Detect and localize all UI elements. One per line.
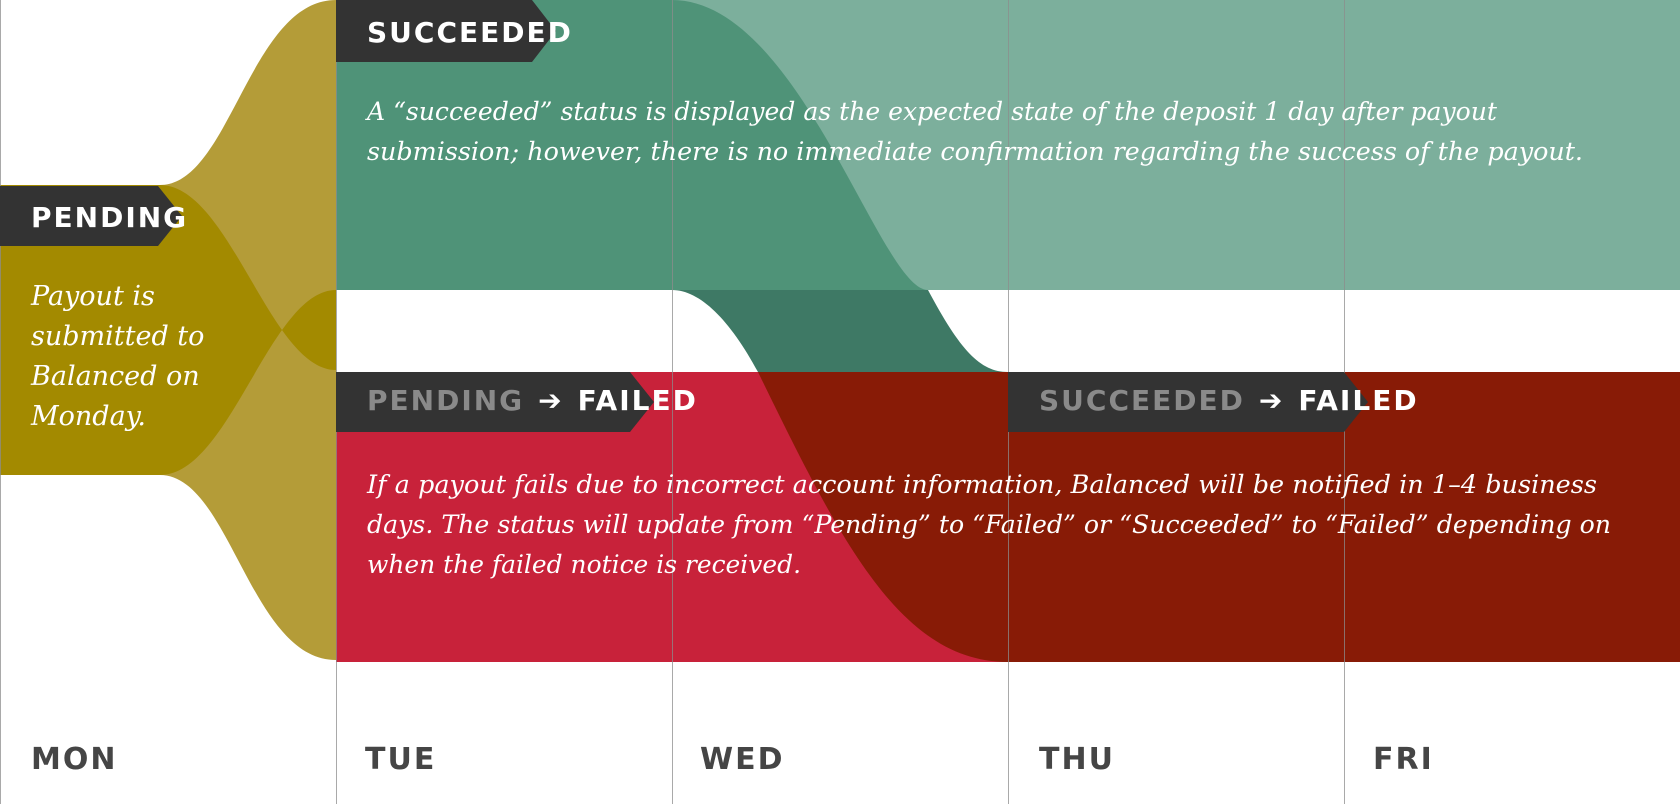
pending-tag: [0, 186, 182, 246]
pending-band: [0, 185, 336, 475]
succeeded-to-failed-to: FAILED: [1298, 384, 1418, 417]
succeeded-to-failed-from: SUCCEEDED: [1039, 384, 1245, 417]
day-label-tue: TUE: [365, 742, 436, 777]
pending-to-failed-to: FAILED: [578, 384, 698, 417]
succeeded-to-failed-tag: [1008, 372, 1368, 432]
arrow-right-icon: ➔: [538, 384, 563, 417]
pending-label: PENDING: [31, 201, 188, 234]
succeeded-band: [336, 0, 928, 290]
day-label-thu: THU: [1039, 742, 1115, 777]
pending-to-failed-from: PENDING: [367, 384, 524, 417]
pending-description: Payout is submitted to Balanced on Monda…: [30, 281, 213, 432]
pending-to-failed-tag: [336, 372, 654, 432]
succeeded-to-failed-flow: [672, 290, 1008, 372]
succeeded-to-failed-band: [758, 372, 1680, 662]
day-label-fri: FRI: [1373, 742, 1434, 777]
succeeded-tag: [336, 0, 556, 62]
pending-to-failed-label: PENDING ➔ FAILED: [367, 384, 698, 417]
failed-description: If a payout fails due to incorrect accou…: [366, 470, 1619, 579]
succeeded-band-light: [672, 0, 1680, 290]
day-label-wed: WED: [700, 742, 785, 777]
day-label-mon: MON: [31, 742, 117, 777]
succeeded-to-failed-label: SUCCEEDED ➔ FAILED: [1039, 384, 1419, 417]
succeeded-description: A “succeeded” status is displayed as the…: [365, 97, 1583, 166]
arrow-right-icon: ➔: [1259, 384, 1284, 417]
day-labels: MON TUE WED THU FRI: [31, 742, 1434, 777]
succeeded-label: SUCCEEDED: [367, 16, 573, 49]
